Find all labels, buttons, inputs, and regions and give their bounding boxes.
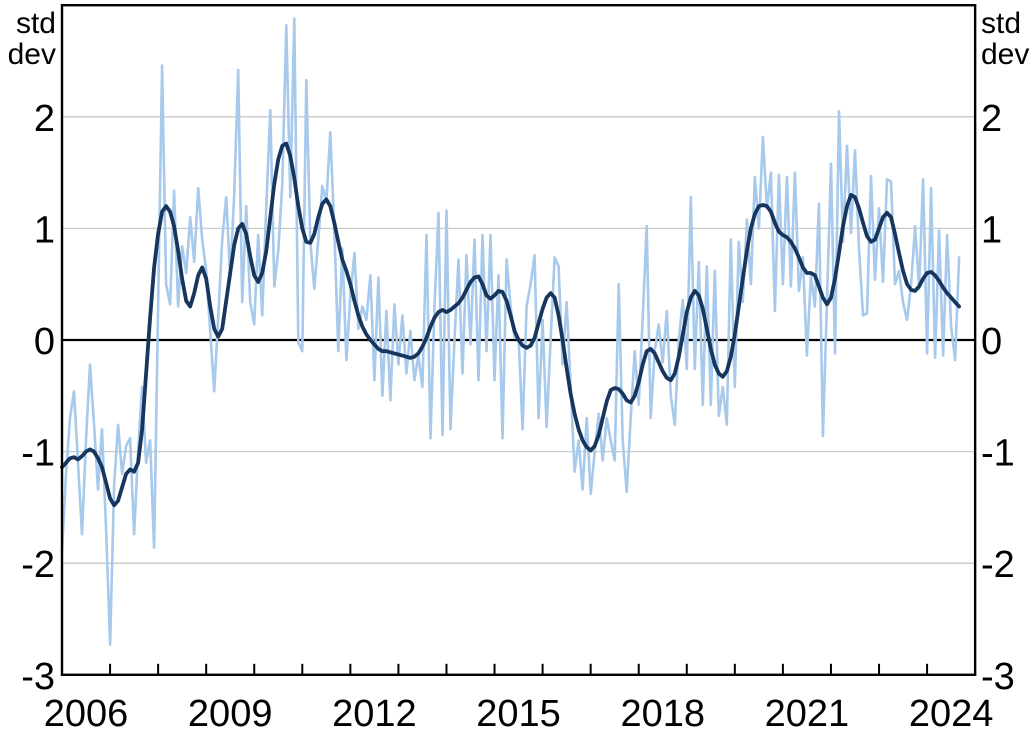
y-tick-label-right-1: 1 [981,209,1002,251]
y-tick-label-right--1: -1 [981,433,1015,475]
y-tick-label-right-0: 0 [981,321,1002,363]
unit-label-right-dev: dev [981,38,1029,71]
x-tick-label-2021: 2021 [765,693,850,732]
unit-label-left-std: std [16,7,56,40]
y-tick-label-right--3: -3 [981,656,1015,698]
y-tick-label-left-1: 1 [34,209,55,251]
x-tick-label-2015: 2015 [476,693,561,732]
x-tick-label-2012: 2012 [332,693,417,732]
y-tick-label-left--3: -3 [21,656,55,698]
unit-label-right-std: std [981,7,1021,40]
y-tick-label-left--2: -2 [21,544,55,586]
y-tick-label-right-2: 2 [981,98,1002,140]
y-tick-label-left-2: 2 [34,98,55,140]
smoothed-trend-line [60,141,961,508]
unit-label-left-dev: dev [8,38,56,71]
x-tick-label-2009: 2009 [188,693,273,732]
monthly-indicator-line [60,17,961,647]
y-tick-label-right--2: -2 [981,544,1015,586]
x-tick-label-2024: 2024 [909,693,994,732]
x-tick-label-2006: 2006 [44,693,129,732]
plot-frame [60,3,977,676]
y-tick-label-left--1: -1 [21,433,55,475]
x-tick-label-2018: 2018 [620,693,705,732]
y-tick-label-left-0: 0 [34,321,55,363]
